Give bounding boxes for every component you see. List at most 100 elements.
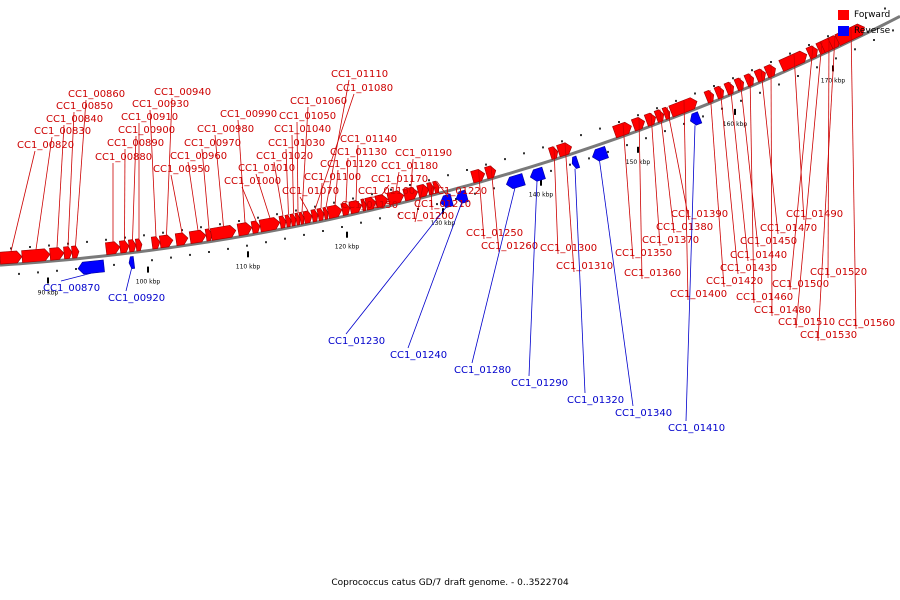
gene-cc1-01230[interactable] <box>439 193 454 209</box>
gene-cc1-01370[interactable] <box>643 112 658 127</box>
tick-dot <box>664 130 666 133</box>
gene-cc1-01160[interactable] <box>364 196 377 211</box>
gene-cc1-01030[interactable] <box>284 214 292 228</box>
gene-cc1-01320[interactable] <box>570 155 581 169</box>
gene-label: CC1_01520 <box>810 267 867 278</box>
tick-dot <box>827 35 829 38</box>
gene-cc1-01190[interactable] <box>402 186 420 202</box>
gene-cc1-01310[interactable] <box>556 141 573 158</box>
gene-cc1-01490[interactable] <box>778 49 809 72</box>
gene-cc1-00910[interactable] <box>134 238 143 252</box>
gene-cc1-00840[interactable] <box>49 247 65 261</box>
gene-cc1-01500[interactable] <box>805 44 820 60</box>
gene-leader-line <box>410 158 414 188</box>
gene-cc1-01250[interactable] <box>470 168 487 184</box>
gene-cc1-01060[interactable] <box>298 211 305 225</box>
gene-cc1-01410[interactable] <box>688 111 703 127</box>
gene-leader-line <box>237 119 246 223</box>
gene-label: CC1_00850 <box>56 101 113 112</box>
gene-cc1-01210[interactable] <box>426 182 436 196</box>
gene-cc1-01300[interactable] <box>547 146 559 160</box>
gene-cc1-01220[interactable] <box>432 180 441 194</box>
gene-cc1-00830[interactable] <box>21 248 51 263</box>
scale-tick-label: 140 kbp <box>529 192 554 199</box>
gene-cc1-01100[interactable] <box>316 207 325 222</box>
gene-cc1-01020[interactable] <box>278 215 287 229</box>
gene-leader-line <box>358 198 365 212</box>
tick-dot <box>485 163 487 166</box>
gene-leader-line <box>683 100 689 301</box>
gene-leader-line <box>320 182 323 209</box>
gene-leader-line <box>622 123 634 260</box>
tick-dot <box>162 231 164 234</box>
gene-cc1-00950[interactable] <box>174 232 189 247</box>
gene-label: CC1_01400 <box>670 289 727 300</box>
gene-cc1-01260[interactable] <box>484 165 498 180</box>
gene-cc1-00860[interactable] <box>71 245 80 259</box>
tick-dot <box>257 216 259 219</box>
gene-cc1-01350[interactable] <box>612 121 634 139</box>
gene-label: CC1_00930 <box>132 99 189 110</box>
gene-leader-line <box>355 144 359 201</box>
gene-cc1-01070[interactable] <box>302 210 313 224</box>
gene-leader-line <box>709 90 725 288</box>
gene-cc1-00930[interactable] <box>150 236 161 250</box>
gene-cc1-00870[interactable] <box>77 259 105 275</box>
gene-leader-line <box>187 161 199 231</box>
gene-labels: CC1_00820CC1_00830CC1_00840CC1_00850CC1_… <box>10 27 895 434</box>
gene-cc1-01290[interactable] <box>529 166 546 183</box>
gene-leader-line <box>201 148 210 229</box>
gene-cc1-01050[interactable] <box>294 212 301 226</box>
gene-cc1-01340[interactable] <box>590 146 609 162</box>
gene-cc1-01460[interactable] <box>743 73 756 88</box>
gene-cc1-00920[interactable] <box>128 256 136 270</box>
gene-cc1-00980[interactable] <box>209 225 237 241</box>
gene-label: CC1_00920 <box>108 293 165 304</box>
gene-cc1-01040[interactable] <box>289 213 297 227</box>
gene-leader-line <box>214 134 224 227</box>
gene-leader-line <box>299 196 309 212</box>
gene-cc1-01240[interactable] <box>455 189 469 204</box>
gene-cc1-01000[interactable] <box>250 220 261 234</box>
gene-cc1-01170[interactable] <box>374 193 389 209</box>
gene-cc1-01110[interactable] <box>322 206 329 220</box>
gene-cc1-01480[interactable] <box>763 63 778 79</box>
gene-leader-line <box>334 169 339 206</box>
tick-dot <box>303 233 305 236</box>
gene-cc1-01200[interactable] <box>416 183 431 198</box>
gene-leader-line <box>685 125 696 422</box>
gene-label: CC1_01290 <box>511 378 568 389</box>
gene-cc1-00970[interactable] <box>204 228 213 242</box>
gene-cc1-00890[interactable] <box>118 240 130 254</box>
major-tick <box>734 108 736 115</box>
gene-cc1-01120[interactable] <box>326 204 343 219</box>
gene-cc1-00990[interactable] <box>236 222 253 237</box>
gene-cc1-00940[interactable] <box>158 234 174 249</box>
gene-cc1-00900[interactable] <box>127 239 137 253</box>
gene-cc1-01010[interactable] <box>258 217 281 233</box>
gene-cc1-01470[interactable] <box>753 67 768 83</box>
tick-dot <box>607 150 609 153</box>
scale-tick-label: 130 kbp <box>431 220 456 227</box>
gene-cc1-01080[interactable] <box>310 209 319 223</box>
gene-cc1-01280[interactable] <box>505 173 526 190</box>
gene-cc1-00820[interactable] <box>0 250 23 265</box>
tick-dot <box>569 163 571 166</box>
gene-leader-line <box>10 150 36 252</box>
gene-cc1-00880[interactable] <box>105 241 121 255</box>
gene-cc1-00850[interactable] <box>63 246 73 260</box>
gene-cc1-01150[interactable] <box>360 198 368 212</box>
tick-dot <box>675 99 677 102</box>
gene-label: CC1_01070 <box>282 186 339 197</box>
gene-cc1-01360[interactable] <box>630 116 646 132</box>
major-tick <box>47 277 49 284</box>
gene-cc1-01130[interactable] <box>340 202 351 216</box>
tick-dot <box>523 152 525 155</box>
gene-label: CC1_01260 <box>481 241 538 252</box>
gene-cc1-01560[interactable] <box>834 22 867 47</box>
gene-leader-line <box>125 268 132 292</box>
tick-dot <box>561 140 563 143</box>
gene-cc1-01400[interactable] <box>668 96 699 118</box>
gene-cc1-01420[interactable] <box>703 89 716 104</box>
tick-dot <box>86 240 88 243</box>
